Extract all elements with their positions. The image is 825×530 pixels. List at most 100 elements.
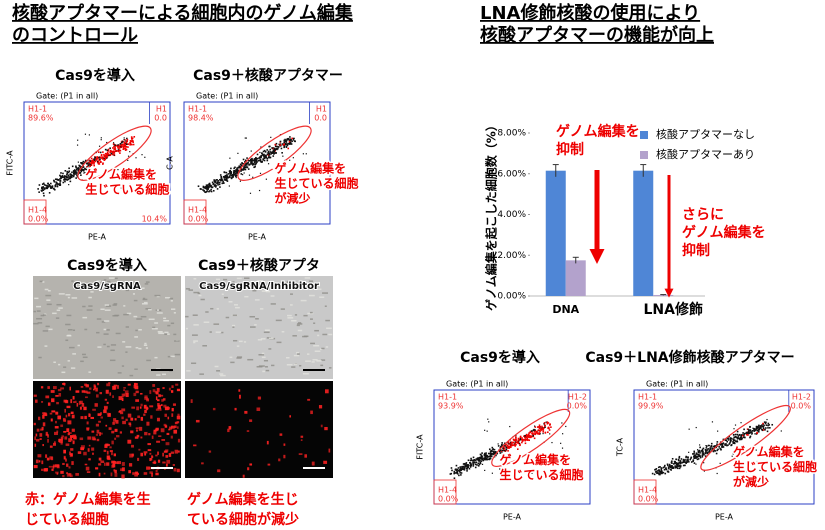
cell-texture: [154, 322, 159, 324]
event-dot: [453, 470, 456, 473]
event-dot: [657, 466, 660, 469]
event-dot: [727, 439, 730, 441]
cell-texture: [261, 356, 266, 359]
red-cell: [164, 413, 167, 417]
red-cell: [134, 474, 138, 477]
red-cell: [63, 419, 67, 422]
cell-texture: [65, 323, 71, 326]
event-dot: [684, 464, 686, 467]
event-dot: [515, 441, 518, 444]
event-dot: [763, 421, 766, 423]
event-dot: [67, 178, 69, 181]
event-dot: [484, 429, 486, 431]
event-dot: [104, 148, 107, 151]
event-dot: [89, 165, 91, 168]
event-dot: [91, 162, 93, 165]
cell-texture: [328, 333, 333, 336]
event-dot: [91, 159, 94, 162]
event-dot: [734, 433, 737, 436]
plot-frame: [183, 101, 331, 225]
event-dot: [761, 428, 763, 431]
event-dot: [475, 458, 478, 460]
event-dot: [475, 461, 478, 464]
event-dot: [480, 454, 483, 456]
red-cell: [38, 416, 41, 421]
red-cell: [140, 436, 143, 439]
cell-texture: [44, 313, 47, 316]
event-dot: [275, 142, 278, 145]
red-cell: [143, 472, 148, 475]
event-dot: [524, 438, 527, 441]
cell-texture: [61, 371, 66, 374]
cell-texture: [236, 357, 242, 359]
event-dot: [225, 177, 228, 180]
red-cell: [283, 454, 286, 459]
cell-texture: [219, 373, 224, 375]
cell-texture: [164, 333, 168, 336]
cell-texture: [88, 296, 92, 299]
event-dot: [495, 451, 497, 454]
event-dot: [285, 140, 287, 143]
event-dot: [519, 435, 522, 438]
event-dot: [59, 183, 62, 186]
red-cell: [52, 386, 57, 390]
cell-texture: [134, 336, 138, 338]
red-cell: [193, 444, 197, 447]
red-cell: [300, 435, 304, 438]
event-dot: [458, 470, 461, 473]
event-dot: [733, 469, 735, 471]
cell-texture: [313, 345, 320, 347]
event-dot: [716, 441, 719, 443]
cell-texture: [193, 291, 200, 294]
event-dot: [671, 460, 673, 463]
red-cell: [106, 401, 109, 404]
event-dot: [119, 146, 121, 148]
red-cell: [138, 426, 143, 431]
red-cell: [172, 403, 177, 406]
red-cell: [157, 403, 160, 407]
event-dot: [254, 165, 256, 168]
red-cell: [212, 407, 216, 411]
red-cell: [56, 430, 59, 433]
red-cell: [157, 459, 161, 463]
event-dot: [721, 442, 724, 445]
event-dot: [284, 183, 286, 185]
event-dot: [42, 182, 45, 185]
event-dot: [59, 175, 62, 178]
red-cell: [45, 454, 48, 458]
event-dot: [483, 454, 486, 457]
event-dot: [204, 187, 207, 190]
event-dot: [732, 438, 735, 441]
red-cell: [63, 455, 66, 460]
event-dot: [670, 469, 672, 471]
event-dot: [516, 448, 519, 450]
cell-texture: [232, 314, 238, 317]
event-dot: [679, 460, 682, 462]
cell-texture: [193, 341, 196, 344]
cell-texture: [42, 281, 45, 283]
event-dot: [658, 473, 660, 476]
event-dot: [505, 443, 507, 446]
quadrant-label: H1-4: [438, 486, 457, 495]
cell-texture: [185, 288, 190, 290]
event-dot: [507, 441, 510, 443]
cell-texture: [36, 317, 43, 320]
red-cell: [75, 473, 79, 476]
event-dot: [117, 149, 120, 151]
event-dot: [122, 147, 125, 149]
event-dot: [123, 142, 126, 145]
cell-texture: [255, 318, 259, 320]
event-dot: [263, 157, 266, 160]
event-dot: [711, 447, 714, 450]
event-dot: [492, 453, 495, 455]
event-dot: [709, 448, 712, 450]
event-dot: [234, 171, 236, 174]
red-cell: [37, 454, 42, 458]
event-dot: [274, 145, 277, 148]
red-cell: [227, 428, 230, 433]
cell-texture: [237, 356, 243, 358]
event-dot: [212, 182, 215, 185]
event-dot: [499, 450, 501, 453]
red-cell: [84, 415, 87, 420]
red-cell: [92, 452, 94, 455]
